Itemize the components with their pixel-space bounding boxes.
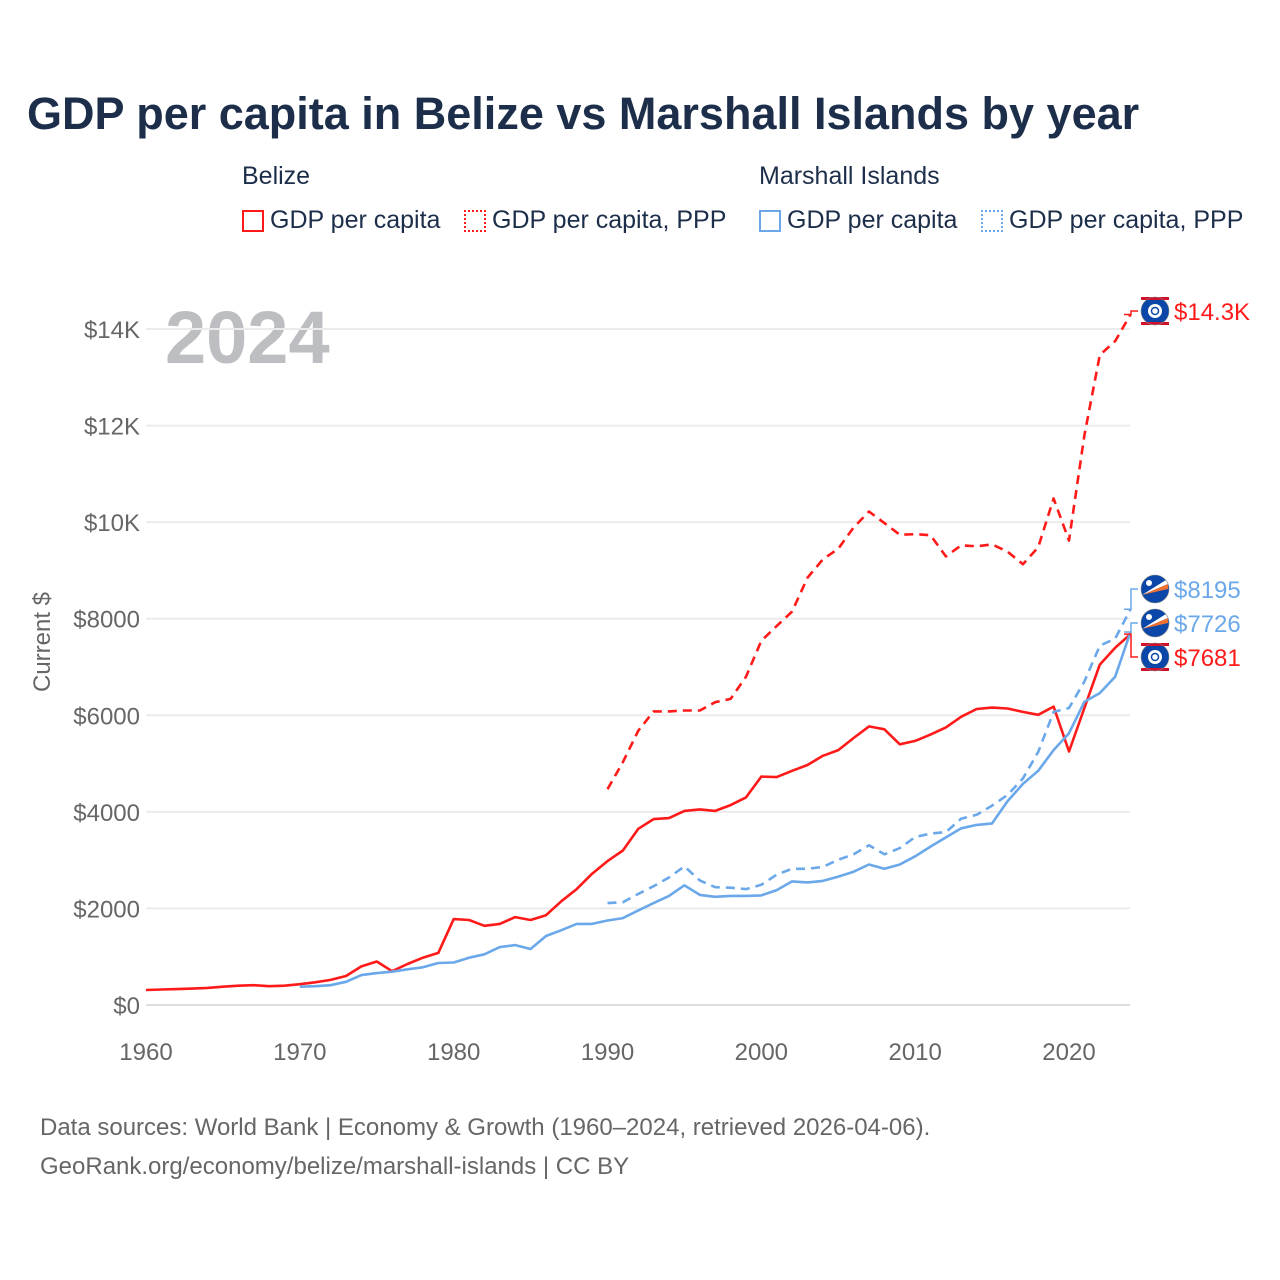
flag-outline <box>1140 608 1170 638</box>
legend-swatch <box>759 209 781 232</box>
end-value-label: $7681 <box>1174 645 1241 672</box>
flag-emblem-ring <box>1150 306 1160 316</box>
flag-emblem <box>1148 304 1162 318</box>
series-line-3 <box>607 608 1132 905</box>
series-line-2 <box>299 631 1132 988</box>
legend-group-belize: Belize <box>242 162 311 190</box>
belize-flag-icon <box>1140 296 1170 326</box>
legend-group-marshall: Marshall Islands <box>759 162 940 190</box>
legend-belize-ppp[interactable]: GDP per capita, PPP <box>464 206 726 235</box>
y-tick-label: $2000 <box>73 896 140 923</box>
flag-stripe <box>1141 322 1169 325</box>
legend-label: GDP per capita, PPP <box>492 206 727 234</box>
flag-star <box>1146 580 1152 586</box>
legend-belize-gdp[interactable]: GDP per capita <box>242 206 440 235</box>
marshall-islands-flag-icon <box>1140 608 1170 638</box>
flag-ray-orange <box>1142 584 1168 595</box>
legend-label: GDP per capita <box>787 206 958 234</box>
source-line-1: Data sources: World Bank | Economy & Gro… <box>40 1114 931 1141</box>
marshall-islands-flag-icon <box>1140 574 1170 604</box>
flag-ray-orange <box>1142 618 1168 629</box>
label-connector <box>1124 622 1138 633</box>
flag-stripe <box>1141 643 1169 646</box>
legend-marshall-gdp[interactable]: GDP per capita <box>759 206 957 235</box>
x-tick-label: 1970 <box>273 1039 326 1066</box>
label-connector <box>1124 633 1138 658</box>
y-tick-label: $10K <box>84 510 140 537</box>
flag-emblem-ring <box>1150 652 1160 662</box>
y-tick-label: $0 <box>113 993 140 1020</box>
end-value-label: $14.3K <box>1174 299 1250 326</box>
legend-swatch <box>242 209 264 232</box>
flag-star <box>1146 614 1152 620</box>
legend-swatch <box>981 209 1003 232</box>
series-line-1 <box>606 313 1132 790</box>
y-axis-label: Current $ <box>29 592 56 692</box>
flag-ray-white <box>1142 580 1168 595</box>
source-note: Data sources: World Bank | Economy & Gro… <box>40 1108 930 1186</box>
flag-outline <box>1140 296 1170 326</box>
legend-swatch <box>464 209 486 232</box>
flag-stripe <box>1141 297 1169 300</box>
legend-label: GDP per capita, PPP <box>1009 206 1244 234</box>
x-tick-label: 2020 <box>1042 1039 1095 1066</box>
x-tick-label: 1980 <box>427 1039 480 1066</box>
x-tick-label: 2010 <box>888 1039 941 1066</box>
end-value-label: $7726 <box>1174 611 1241 638</box>
source-line-2[interactable]: GeoRank.org/economy/belize/marshall-isla… <box>40 1153 630 1180</box>
y-tick-label: $4000 <box>73 800 140 827</box>
y-tick-label: $12K <box>84 414 140 441</box>
flag-outline <box>1140 574 1170 604</box>
series-line-0 <box>145 633 1132 992</box>
flag-outline <box>1140 642 1170 672</box>
y-tick-label: $6000 <box>73 703 140 730</box>
year-watermark: 2024 <box>165 296 330 379</box>
flag-ray-white <box>1142 614 1168 629</box>
legend-label: GDP per capita <box>270 206 441 234</box>
legend-marshall-ppp[interactable]: GDP per capita, PPP <box>981 206 1243 235</box>
end-value-label: $8195 <box>1174 577 1241 604</box>
flag-emblem <box>1148 650 1162 664</box>
x-tick-label: 1990 <box>581 1039 634 1066</box>
flag-stripe <box>1141 668 1169 671</box>
label-connector <box>1124 310 1138 316</box>
y-tick-label: $8000 <box>73 607 140 634</box>
x-tick-label: 1960 <box>119 1039 172 1066</box>
chart-title: GDP per capita in Belize vs Marshall Isl… <box>27 88 1140 139</box>
label-connector <box>1124 588 1138 611</box>
belize-flag-icon <box>1140 642 1170 672</box>
y-tick-label: $14K <box>84 317 140 344</box>
x-tick-label: 2000 <box>735 1039 788 1066</box>
